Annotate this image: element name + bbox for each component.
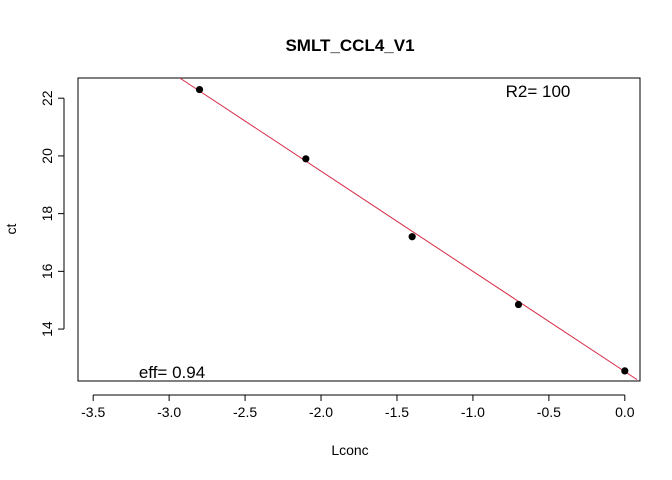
x-tick-label: -0.5: [537, 404, 561, 420]
y-tick-label: 16: [39, 263, 55, 279]
x-tick-label: -1.5: [385, 404, 409, 420]
data-point: [302, 155, 310, 163]
y-tick-label: 22: [39, 90, 55, 106]
data-point: [621, 367, 629, 375]
y-tick-label: 14: [39, 321, 55, 337]
x-tick-label: -3.0: [157, 404, 181, 420]
chart-title: SMLT_CCL4_V1: [285, 36, 414, 55]
points-layer: [195, 85, 629, 375]
x-tick-label: -3.5: [81, 404, 105, 420]
x-axis: -3.5 -3.0 -2.5 -2.0 -1.5 -1.0 -0.5 0.0: [81, 394, 635, 420]
y-axis-label: ct: [3, 223, 19, 234]
data-point: [514, 300, 523, 309]
r2-annotation: R2= 100: [506, 82, 571, 101]
x-axis-label: Lconc: [331, 442, 368, 458]
fit-line: [179, 77, 638, 380]
y-tick-label: 18: [39, 206, 55, 222]
x-tick-label: -2.0: [309, 404, 333, 420]
x-tick-label: -1.0: [461, 404, 485, 420]
x-tick-label: 0.0: [615, 404, 635, 420]
plot-frame: [77, 77, 641, 382]
y-axis: 14 16 18 20 22: [39, 90, 65, 337]
x-tick-label: -2.5: [233, 404, 257, 420]
fit-line-layer: [179, 77, 638, 380]
data-point: [195, 85, 204, 94]
eff-annotation: eff= 0.94: [139, 363, 205, 382]
data-point: [408, 233, 416, 241]
y-tick-label: 20: [39, 148, 55, 164]
